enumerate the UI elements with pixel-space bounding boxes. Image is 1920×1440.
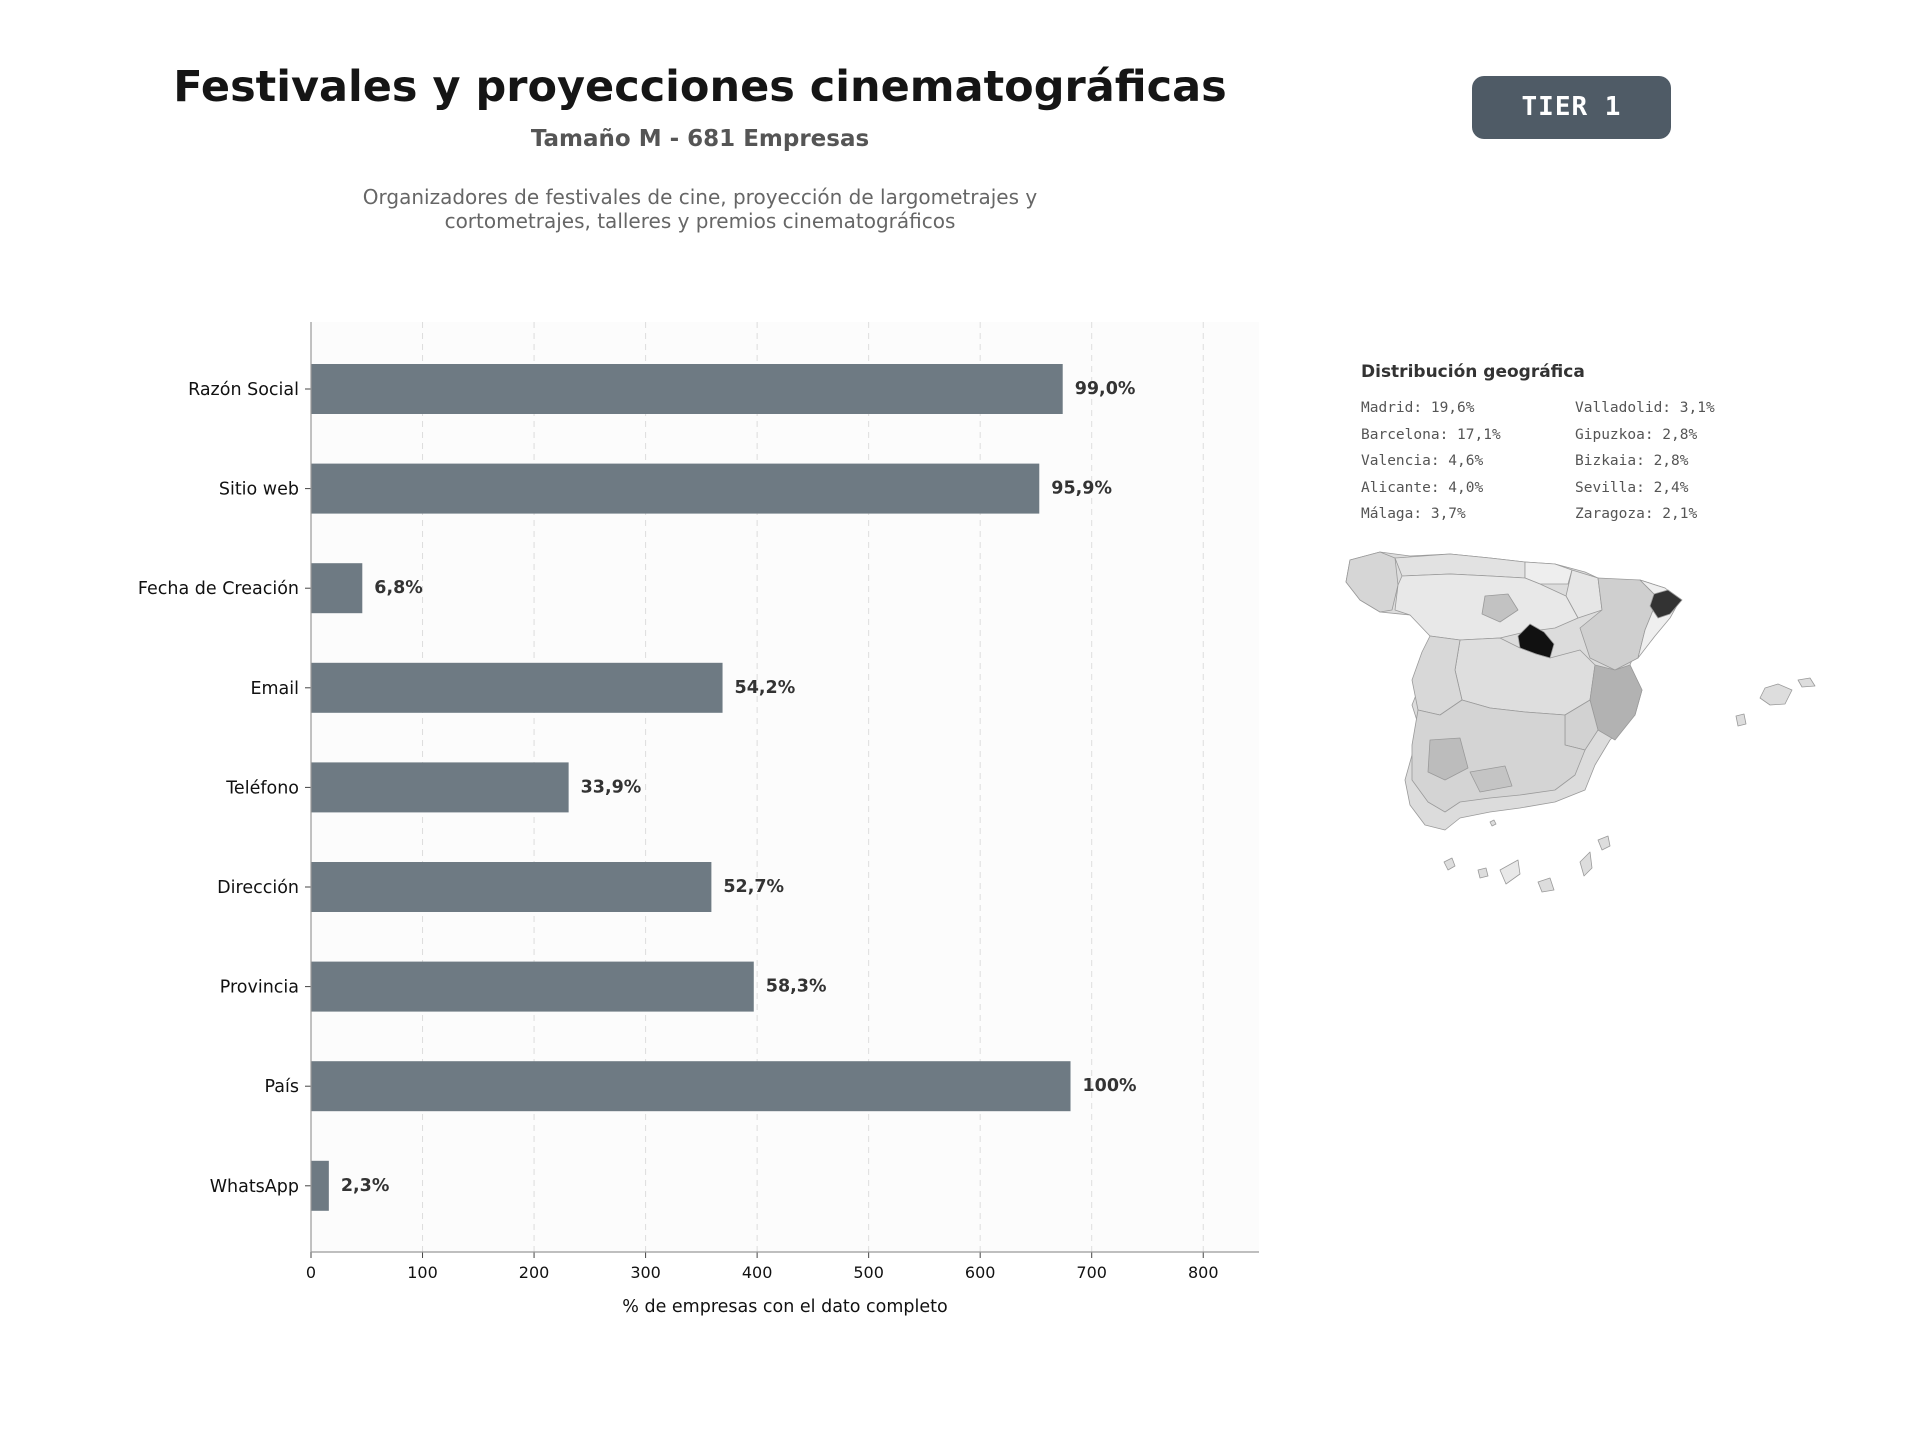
bar bbox=[311, 961, 754, 1012]
spain-choropleth-map bbox=[1345, 551, 1816, 893]
bar bbox=[311, 364, 1063, 414]
map-canary-3 bbox=[1499, 859, 1521, 885]
bar-data-label: 95,9% bbox=[1051, 479, 1112, 499]
map-malaga bbox=[1469, 765, 1513, 793]
y-tick-label: Dirección bbox=[217, 878, 299, 898]
map-navarra bbox=[1565, 569, 1603, 619]
geo-item-10: Zaragoza: 2,1% bbox=[1575, 506, 1698, 522]
bar bbox=[311, 1061, 1071, 1112]
map-galicia bbox=[1345, 551, 1399, 613]
bar bbox=[311, 463, 1040, 514]
geo-item-2: Barcelona: 17,1% bbox=[1361, 426, 1501, 443]
map-canary-4 bbox=[1537, 877, 1555, 893]
map-sevilla bbox=[1427, 737, 1469, 781]
x-tick-label: 300 bbox=[630, 1263, 661, 1282]
x-axis-title: % de empresas con el dato completo bbox=[622, 1297, 947, 1317]
bar bbox=[311, 1160, 329, 1211]
map-extremadura bbox=[1411, 635, 1463, 716]
geo-item-6: Valladolid: 3,1% bbox=[1575, 400, 1715, 416]
geo-item-5: Málaga: 3,7% bbox=[1361, 506, 1466, 522]
page-subtitle: Tamaño M - 681 Empresas bbox=[530, 126, 870, 152]
y-tick-label: WhatsApp bbox=[210, 1177, 299, 1197]
map-andalusia bbox=[1411, 699, 1586, 813]
geo-distribution-title: Distribución geográfica bbox=[1361, 362, 1585, 382]
map-mallorca bbox=[1759, 683, 1793, 706]
x-tick-label: 800 bbox=[1188, 1263, 1219, 1282]
y-tick-label: Sitio web bbox=[219, 480, 299, 500]
sector-description: Organizadores de festivales de cine, pro… bbox=[362, 185, 1038, 233]
map-barcelona bbox=[1649, 589, 1683, 619]
bar bbox=[311, 563, 363, 614]
x-tick-label: 500 bbox=[853, 1263, 884, 1282]
tier-badge: TIER 1 bbox=[1472, 76, 1671, 139]
bar-data-label: 54,2% bbox=[735, 678, 796, 698]
y-tick-label: País bbox=[265, 1077, 299, 1097]
bar-data-label: 52,7% bbox=[723, 877, 784, 897]
page-title: Festivales y proyecciones cinematográfic… bbox=[173, 62, 1227, 112]
bar-data-label: 99,0% bbox=[1075, 379, 1136, 399]
map-canary-5 bbox=[1579, 851, 1593, 877]
map-menorca bbox=[1797, 677, 1816, 688]
y-tick-label: Fecha de Creación bbox=[138, 579, 299, 599]
completeness-bar-chart: 0 100 200 300 400 500 600 700 800 Razón Social 99,… bbox=[138, 322, 1259, 1317]
y-tick-label: Provincia bbox=[220, 978, 299, 998]
map-ceuta bbox=[1489, 819, 1497, 827]
x-tick-label: 100 bbox=[407, 1263, 438, 1282]
map-valladolid bbox=[1481, 593, 1519, 623]
x-tick-label: 200 bbox=[519, 1263, 550, 1282]
y-tick-label: Razón Social bbox=[188, 380, 299, 400]
x-tick-label: 0 bbox=[306, 1263, 316, 1282]
x-tick-label: 700 bbox=[1076, 1263, 1107, 1282]
geo-item-3: Valencia: 4,6% bbox=[1361, 453, 1484, 469]
bar bbox=[311, 662, 723, 713]
map-canary-1 bbox=[1443, 857, 1456, 871]
map-canary-6 bbox=[1597, 835, 1611, 851]
bar-data-label: 33,9% bbox=[581, 777, 642, 797]
geo-item-8: Bizkaia: 2,8% bbox=[1575, 453, 1689, 469]
y-tick-label: Email bbox=[250, 679, 299, 699]
bar bbox=[311, 862, 712, 912]
x-tick-label: 600 bbox=[965, 1263, 996, 1282]
geo-item-1: Madrid: 19,6% bbox=[1361, 400, 1475, 416]
bar-data-label: 2,3% bbox=[341, 1176, 390, 1196]
geo-item-7: Gipuzkoa: 2,8% bbox=[1575, 426, 1698, 443]
bar-data-label: 58,3% bbox=[766, 977, 827, 997]
bar bbox=[311, 762, 569, 813]
bar-data-label: 6,8% bbox=[374, 578, 423, 598]
y-tick-label: Teléfono bbox=[225, 778, 299, 798]
geo-item-4: Alicante: 4,0% bbox=[1361, 479, 1484, 496]
geo-item-9: Sevilla: 2,4% bbox=[1575, 479, 1689, 496]
x-tick-label: 400 bbox=[742, 1263, 773, 1282]
map-canary-2 bbox=[1477, 867, 1489, 879]
map-ibiza bbox=[1735, 713, 1747, 727]
bar-data-label: 100% bbox=[1083, 1076, 1137, 1096]
